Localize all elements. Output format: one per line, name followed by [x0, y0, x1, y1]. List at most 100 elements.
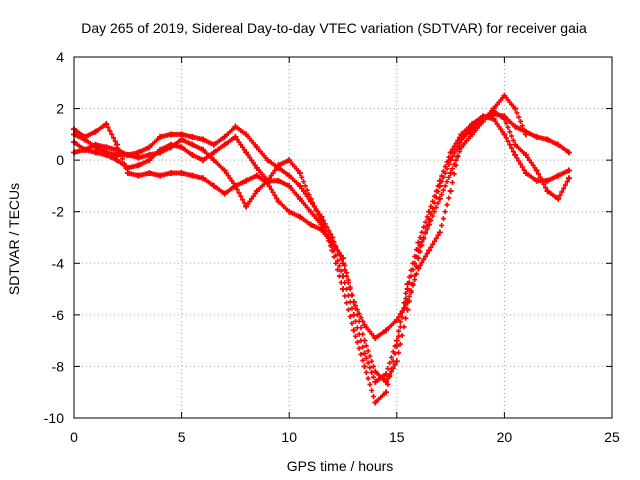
- data-point: [200, 175, 207, 182]
- data-point: [189, 151, 196, 158]
- data-point: [447, 149, 454, 156]
- data-point: [565, 167, 572, 174]
- data-point: [275, 162, 282, 169]
- data-point: [469, 131, 476, 138]
- data-point: [458, 136, 465, 143]
- data-point: [253, 188, 260, 195]
- data-point: [167, 170, 174, 177]
- data-point: [253, 172, 260, 179]
- data-point: [221, 133, 228, 140]
- data-point: [135, 162, 142, 169]
- data-point: [103, 121, 110, 128]
- data-point: [135, 154, 142, 161]
- data-point: [361, 363, 368, 370]
- data-point: [329, 247, 336, 254]
- data-point: [415, 265, 422, 272]
- y-axis-ticks: 4 2 0 -2 -4 -6 -8 -10: [44, 49, 612, 426]
- data-point: [436, 229, 443, 236]
- data-point: [533, 167, 540, 174]
- data-point: [522, 170, 529, 177]
- data-point: [178, 136, 185, 143]
- data-point: [447, 157, 454, 164]
- data-point: [350, 327, 357, 334]
- data-point: [178, 144, 185, 151]
- x-tick-label: 15: [389, 429, 405, 445]
- x-tick-label: 20: [497, 429, 513, 445]
- data-point: [296, 182, 303, 189]
- data-point: [178, 131, 185, 138]
- data-point: [210, 141, 217, 148]
- y-tick-label: 0: [56, 152, 64, 168]
- data-point: [393, 342, 400, 349]
- data-point: [146, 170, 153, 177]
- data-point: [157, 133, 164, 140]
- y-tick-label: -8: [52, 358, 65, 374]
- data-point: [490, 115, 497, 122]
- data-point: [157, 172, 164, 179]
- data-point: [296, 213, 303, 220]
- data-point: [135, 149, 142, 156]
- plot-frame: [73, 56, 613, 419]
- data-point: [393, 337, 400, 344]
- data-point: [114, 157, 121, 164]
- data-point: [114, 141, 121, 148]
- data-points: [71, 92, 572, 406]
- series-track-a: [71, 110, 572, 385]
- data-point: [221, 167, 228, 174]
- data-point: [189, 141, 196, 148]
- data-point: [501, 115, 508, 122]
- data-point: [447, 188, 454, 195]
- data-point: [426, 221, 433, 228]
- data-point: [243, 149, 250, 156]
- data-point: [522, 131, 529, 138]
- data-point: [124, 151, 131, 158]
- data-point: [372, 368, 379, 375]
- data-point: [361, 322, 368, 329]
- data-point: [307, 208, 314, 215]
- data-point: [383, 371, 390, 378]
- data-point: [479, 115, 486, 122]
- data-point: [447, 170, 454, 177]
- data-point: [490, 108, 497, 115]
- data-point: [264, 180, 271, 187]
- data-point: [200, 136, 207, 143]
- data-point: [372, 378, 379, 385]
- data-point: [533, 177, 540, 184]
- data-point: [232, 123, 239, 130]
- data-point: [146, 144, 153, 151]
- y-tick-label: -2: [52, 204, 65, 220]
- data-point: [372, 335, 379, 342]
- data-point: [350, 311, 357, 318]
- data-point: [426, 208, 433, 215]
- x-tick-label: 10: [281, 429, 297, 445]
- data-point: [243, 131, 250, 138]
- data-point: [404, 286, 411, 293]
- x-tick-label: 0: [70, 429, 78, 445]
- data-point: [286, 172, 293, 179]
- data-point: [307, 195, 314, 202]
- data-point: [329, 234, 336, 241]
- y-tick-label: -10: [44, 410, 64, 426]
- y-tick-label: 4: [56, 49, 64, 65]
- data-point: [200, 157, 207, 164]
- data-point: [81, 133, 88, 140]
- data-point: [415, 247, 422, 254]
- data-point: [565, 175, 572, 182]
- data-point: [135, 172, 142, 179]
- data-point: [555, 141, 562, 148]
- data-point: [458, 131, 465, 138]
- x-axis-label: GPS time / hours: [287, 458, 394, 474]
- data-point: [124, 170, 131, 177]
- y-tick-label: -6: [52, 307, 65, 323]
- data-point: [544, 177, 551, 184]
- data-point: [436, 195, 443, 202]
- data-point: [555, 172, 562, 179]
- data-point: [393, 317, 400, 324]
- data-point: [436, 177, 443, 184]
- data-point: [372, 399, 379, 406]
- data-point: [189, 172, 196, 179]
- data-point: [307, 221, 314, 228]
- chart-title: Day 265 of 2019, Sidereal Day-to-day VTE…: [81, 20, 587, 36]
- data-point: [210, 149, 217, 156]
